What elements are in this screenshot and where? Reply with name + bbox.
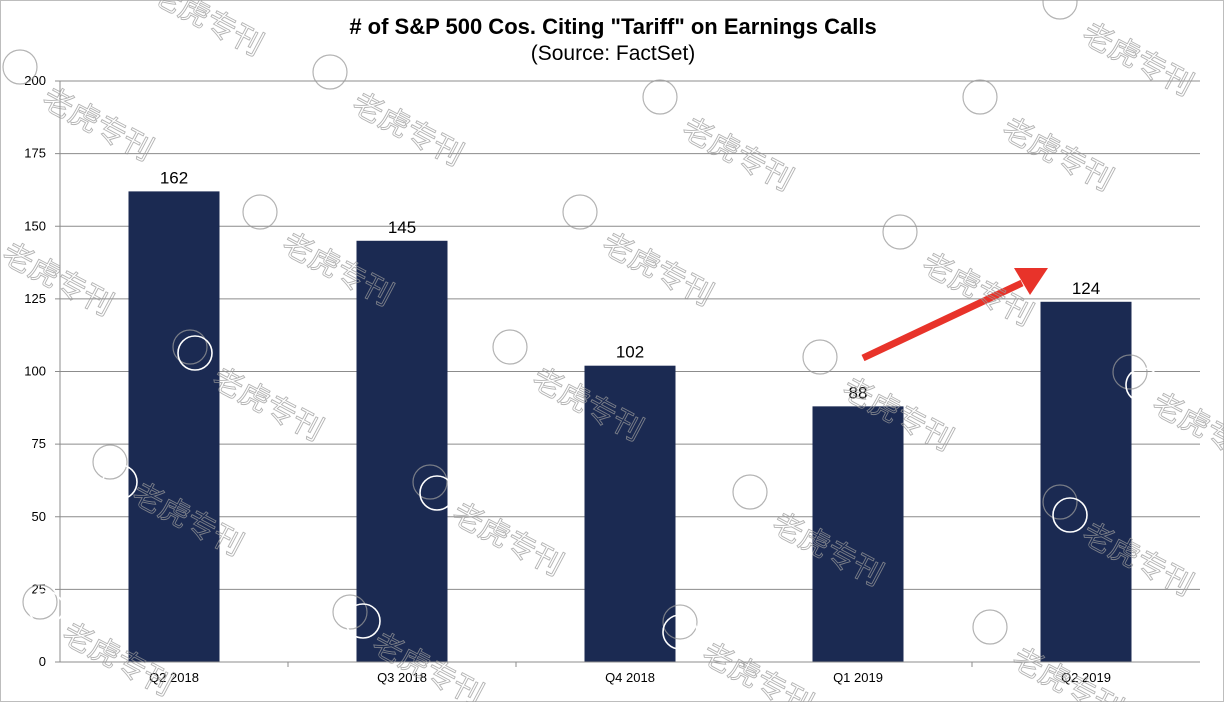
data-label: 162 bbox=[160, 168, 188, 187]
bar bbox=[356, 240, 448, 662]
bar bbox=[128, 191, 220, 662]
x-tick-label: Q1 2019 bbox=[833, 670, 883, 685]
watermark-logo-icon bbox=[662, 614, 698, 650]
watermark-logo-icon bbox=[562, 194, 598, 230]
watermark-logo-icon bbox=[962, 79, 998, 115]
x-tick-label: Q2 2018 bbox=[149, 670, 199, 685]
y-tick-label: 25 bbox=[32, 581, 46, 596]
y-tick-label: 100 bbox=[24, 364, 46, 379]
watermark-logo-icon bbox=[242, 194, 278, 230]
bar bbox=[584, 365, 676, 662]
watermark-logo-icon bbox=[1042, 484, 1078, 520]
chart-title: # of S&P 500 Cos. Citing "Tariff" on Ear… bbox=[349, 14, 876, 39]
y-tick-label: 75 bbox=[32, 436, 46, 451]
watermark-logo-icon bbox=[662, 604, 698, 640]
watermark-logo-icon bbox=[312, 54, 348, 90]
y-tick-label: 125 bbox=[24, 291, 46, 306]
y-tick-label: 175 bbox=[24, 146, 46, 161]
watermark-logo-icon bbox=[28, 590, 64, 626]
x-tick-label: Q4 2018 bbox=[605, 670, 655, 685]
watermark-logo-icon bbox=[492, 329, 528, 365]
watermark-logo-icon bbox=[102, 464, 138, 500]
watermark-logo-icon bbox=[1125, 367, 1161, 403]
watermark-logo-icon bbox=[92, 444, 128, 480]
y-tick-label: 50 bbox=[32, 509, 46, 524]
y-tick-label: 150 bbox=[24, 218, 46, 233]
bar bbox=[812, 406, 904, 662]
watermark-logo-icon bbox=[802, 339, 838, 375]
arrow-shaft bbox=[861, 279, 1024, 362]
watermark-logo-icon bbox=[642, 79, 678, 115]
bar bbox=[1040, 301, 1132, 662]
chart-subtitle: (Source: FactSet) bbox=[531, 42, 696, 65]
watermark-logo-icon bbox=[22, 584, 58, 620]
watermark-logo-icon bbox=[732, 474, 768, 510]
watermark-logo-icon bbox=[332, 594, 368, 630]
data-label: 88 bbox=[849, 383, 868, 402]
data-labels: 162 145 102 88 124 bbox=[160, 168, 1100, 402]
watermark-logo-icon bbox=[172, 329, 208, 365]
watermark-logo-icon bbox=[972, 609, 1008, 645]
y-tick-label: 200 bbox=[24, 73, 46, 88]
arrow-head bbox=[1014, 268, 1048, 295]
data-label: 145 bbox=[388, 218, 416, 237]
x-tick-label: Q3 2018 bbox=[377, 670, 427, 685]
annotation bbox=[861, 268, 1048, 362]
data-label: 124 bbox=[1072, 279, 1100, 298]
gridlines bbox=[60, 80, 1200, 590]
watermark-logo-icon bbox=[412, 464, 448, 500]
watermark-logo-icon bbox=[419, 475, 455, 511]
bars bbox=[128, 191, 1132, 662]
watermark-logo-icon bbox=[177, 335, 213, 371]
watermark-logo-icon bbox=[2, 49, 38, 85]
y-tick-label: 0 bbox=[39, 654, 46, 669]
data-label: 102 bbox=[616, 343, 644, 362]
watermark-logo-icon bbox=[1042, 0, 1078, 20]
watermark-logo-icon bbox=[1112, 354, 1148, 390]
watermark-logo-icon bbox=[1052, 497, 1088, 533]
watermark-logo-icon bbox=[882, 214, 918, 250]
x-tick-label: Q2 2019 bbox=[1061, 670, 1111, 685]
watermark-logo-icon bbox=[345, 603, 381, 639]
